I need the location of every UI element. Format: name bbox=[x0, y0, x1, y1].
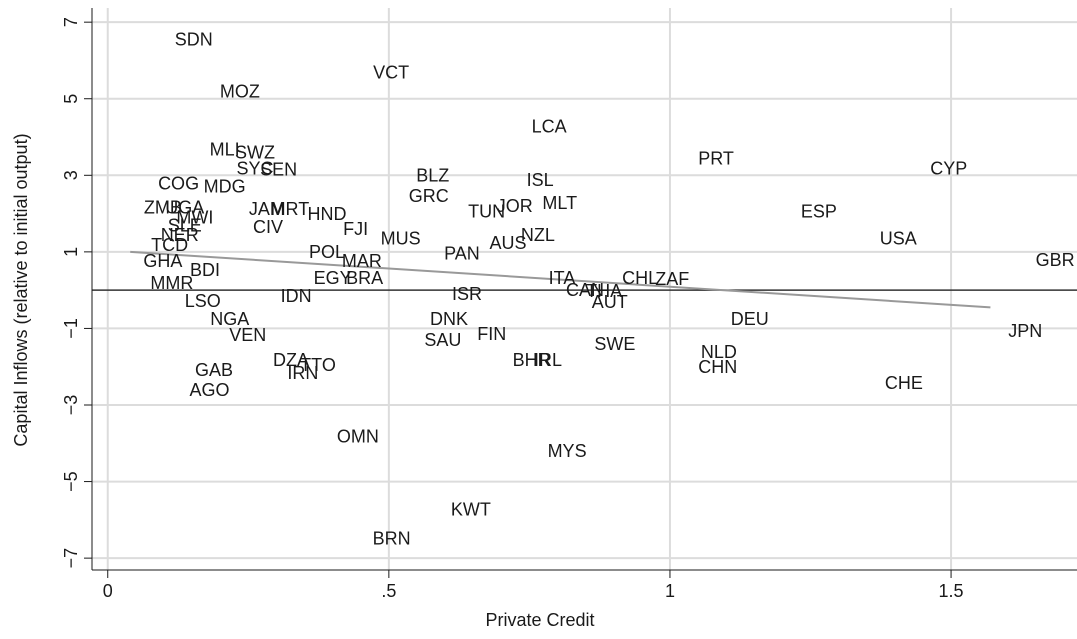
point-label: SAU bbox=[424, 330, 461, 350]
point-label: CHL bbox=[622, 268, 658, 288]
point-label: TTO bbox=[300, 355, 336, 375]
point-label: TCD bbox=[151, 235, 188, 255]
point-label: GHA bbox=[143, 251, 182, 271]
point-label: MOZ bbox=[220, 81, 260, 101]
point-label: MAR bbox=[342, 251, 382, 271]
point-label: AGO bbox=[189, 380, 229, 400]
y-tick-label: −3 bbox=[61, 395, 81, 416]
point-label: SWZ bbox=[235, 143, 275, 163]
point-label: JPN bbox=[1008, 321, 1042, 341]
point-label: CYP bbox=[930, 159, 967, 179]
x-tick-label: .5 bbox=[381, 581, 396, 601]
point-label: IRL bbox=[534, 350, 562, 370]
point-label: NLD bbox=[701, 342, 737, 362]
x-axis-label: Private Credit bbox=[485, 610, 594, 630]
point-label: EGY bbox=[314, 268, 352, 288]
point-label: SEN bbox=[260, 159, 297, 179]
point-label: JAM bbox=[249, 199, 285, 219]
point-label: MYS bbox=[548, 441, 587, 461]
y-tick-label: −1 bbox=[61, 318, 81, 339]
point-label: JOR bbox=[497, 196, 533, 216]
point-label: VEN bbox=[229, 325, 266, 345]
point-label: FJI bbox=[343, 219, 368, 239]
point-label: LSO bbox=[185, 291, 221, 311]
point-label: PRT bbox=[698, 149, 734, 169]
x-tick-label: 0 bbox=[103, 581, 113, 601]
point-label: COG bbox=[158, 174, 199, 194]
point-label: BRN bbox=[373, 529, 411, 549]
point-label: CHE bbox=[885, 373, 923, 393]
point-label: NZL bbox=[521, 225, 555, 245]
y-tick-label: 7 bbox=[61, 17, 81, 27]
point-label: SDN bbox=[175, 29, 213, 49]
point-label: HND bbox=[308, 204, 347, 224]
y-tick-label: −5 bbox=[61, 471, 81, 492]
point-label: TUN bbox=[468, 202, 505, 222]
x-tick-label: 1 bbox=[665, 581, 675, 601]
x-tick-label: 1.5 bbox=[939, 581, 964, 601]
point-label: FIN bbox=[477, 324, 506, 344]
point-label: PAN bbox=[444, 244, 480, 264]
point-label: BRA bbox=[346, 268, 383, 288]
y-tick-label: −7 bbox=[61, 548, 81, 569]
point-label: UGA bbox=[165, 198, 204, 218]
point-label: CHN bbox=[698, 357, 737, 377]
point-label: ISR bbox=[452, 284, 482, 304]
point-label: AUT bbox=[592, 292, 628, 312]
point-label: MRT bbox=[271, 199, 310, 219]
point-label: SYC bbox=[237, 159, 274, 179]
point-label: DNK bbox=[430, 309, 468, 329]
point-label: BDI bbox=[190, 260, 220, 280]
point-label: IDN bbox=[281, 286, 312, 306]
point-label: NER bbox=[161, 225, 199, 245]
point-label: MDG bbox=[204, 177, 246, 197]
point-label: LCA bbox=[532, 117, 567, 137]
point-label: MMR bbox=[150, 273, 193, 293]
point-label: MUS bbox=[381, 229, 421, 249]
point-label: POL bbox=[309, 242, 345, 262]
y-tick-label: 3 bbox=[61, 170, 81, 180]
fit-line bbox=[130, 250, 991, 309]
point-label: MLT bbox=[542, 193, 577, 213]
point-label: USA bbox=[880, 229, 917, 249]
point-label: SLE bbox=[168, 216, 202, 236]
point-label: DEU bbox=[731, 309, 769, 329]
point-label: OMN bbox=[337, 426, 379, 446]
point-label: GRC bbox=[409, 186, 449, 206]
point-label: DZA bbox=[273, 350, 309, 370]
point-label: ZAF bbox=[655, 269, 689, 289]
point-label: KWT bbox=[451, 499, 491, 519]
point-label: ISL bbox=[527, 170, 554, 190]
point-label: NGA bbox=[210, 309, 249, 329]
point-label: ITA bbox=[549, 268, 576, 288]
point-label: CAN bbox=[566, 280, 604, 300]
point-label: GBR bbox=[1036, 250, 1075, 270]
point-label: THA bbox=[586, 281, 622, 301]
point-label: AUS bbox=[490, 233, 527, 253]
y-axis-label: Capital Inflows (relative to initial out… bbox=[11, 133, 31, 446]
point-label: VCT bbox=[373, 63, 409, 83]
point-label: ZMB bbox=[144, 198, 182, 218]
point-label: IRN bbox=[287, 363, 318, 383]
point-label: SWE bbox=[594, 334, 635, 354]
y-tick-label: 5 bbox=[61, 94, 81, 104]
point-label: CIV bbox=[253, 217, 283, 237]
point-label: BHR bbox=[513, 350, 551, 370]
point-label: MLI bbox=[210, 140, 240, 160]
point-label: MWI bbox=[176, 208, 213, 228]
point-label: ESP bbox=[801, 202, 837, 222]
point-label: GAB bbox=[195, 360, 233, 380]
point-label: BLZ bbox=[416, 166, 449, 186]
y-tick-label: 1 bbox=[61, 247, 81, 257]
